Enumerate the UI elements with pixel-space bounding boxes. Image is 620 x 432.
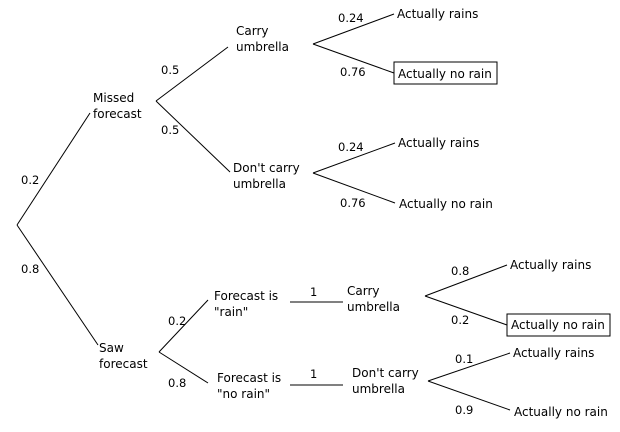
node-sf-forecast-norain: Forecast is "no rain" [217, 371, 285, 401]
edge-saw-forecast-rain [158, 299, 209, 353]
prob-sf-dont-rains: 0.1 [455, 352, 473, 366]
prob-sf-carry-norain: 0.2 [451, 313, 469, 327]
outcome-mf-dont-norain: Actually no rain [399, 197, 493, 211]
edge-root-missed [16, 112, 91, 226]
prob-forecast-norain-dont: 1 [310, 367, 317, 381]
edge-mfcarry-rains [312, 13, 395, 45]
prob-root-saw: 0.8 [21, 262, 39, 276]
outcome-sf-dont-norain: Actually no rain [514, 405, 608, 419]
prob-saw-forecast-norain: 0.8 [168, 376, 186, 390]
prob-mf-dont-norain: 0.76 [340, 196, 366, 210]
edge-missed-carry [155, 46, 229, 102]
node-mf-carry: Carry umbrella [236, 24, 289, 54]
prob-missed-carry: 0.5 [161, 63, 179, 77]
edge-mfdont-norain [312, 172, 396, 204]
outcome-mf-carry-norain: Actually no rain [398, 67, 492, 81]
outcome-mf-carry-rains: Actually rains [397, 7, 478, 21]
edge-mfcarry-norain [312, 43, 395, 74]
prob-forecast-rain-carry: 1 [310, 285, 317, 299]
edge-sfdont-rains [427, 352, 511, 382]
highlight-box-mf-carry-norain [393, 61, 498, 85]
outcome-sf-dont-rains: Actually rains [513, 346, 594, 360]
outcome-sf-carry-rains: Actually rains [510, 258, 591, 272]
node-missed-forecast: Missed forecast [93, 91, 142, 121]
edge-mfdont-rains [312, 142, 396, 174]
edge-sfdont-norain [427, 380, 511, 411]
prob-missed-dont: 0.5 [161, 123, 179, 137]
outcome-mf-dont-rains: Actually rains [398, 136, 479, 150]
outcome-sf-carry-norain: Actually no rain [511, 318, 605, 332]
prob-sf-dont-norain: 0.9 [455, 403, 473, 417]
edge-root-saw [16, 224, 99, 346]
node-sf-carry: Carry umbrella [347, 284, 400, 314]
node-mf-dont-carry: Don't carry umbrella [233, 161, 304, 191]
prob-mf-carry-norain: 0.76 [340, 65, 366, 79]
prob-root-missed: 0.2 [21, 173, 39, 187]
edge-sfcarry-norain [424, 295, 508, 326]
node-saw-forecast: Saw forecast [99, 341, 148, 371]
edge-saw-forecast-norain [158, 351, 209, 384]
prob-sf-carry-rains: 0.8 [451, 264, 469, 278]
edge-sfcarry-rains [424, 264, 508, 297]
node-sf-forecast-rain: Forecast is "rain" [214, 289, 282, 319]
edge-missed-dont [155, 100, 231, 173]
prob-saw-forecast-rain: 0.2 [168, 314, 186, 328]
node-sf-dont-carry: Don't carry umbrella [352, 366, 423, 396]
highlight-box-sf-carry-norain [506, 313, 611, 337]
prob-mf-carry-rains: 0.24 [338, 11, 364, 25]
prob-mf-dont-rains: 0.24 [338, 140, 364, 154]
